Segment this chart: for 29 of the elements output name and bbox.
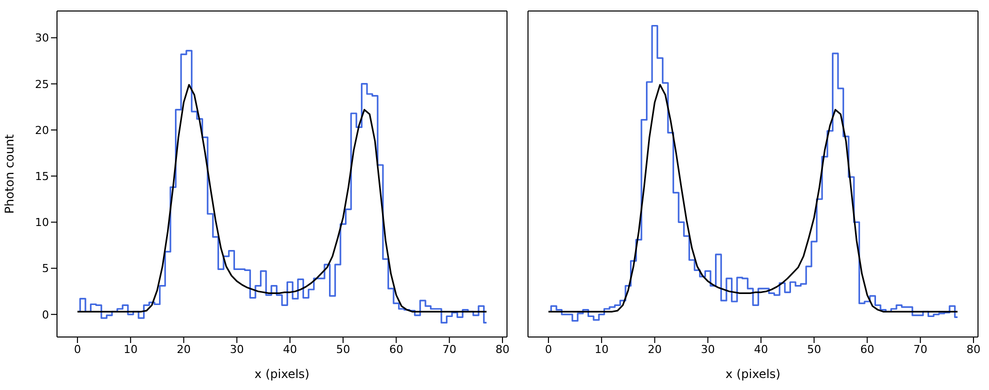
x-tick-label: 30: [230, 342, 244, 356]
x-tick-label: 60: [860, 342, 874, 356]
x-tick-label: 20: [648, 342, 662, 356]
x-tick-label: 80: [966, 342, 980, 356]
x-axis-title: x (pixels): [254, 367, 310, 381]
x-tick-label: 10: [594, 342, 609, 356]
x-tick-label: 40: [754, 342, 768, 356]
y-axis-title: Photon count: [2, 134, 16, 214]
y-tick-label: 0: [42, 308, 49, 322]
y-tick-label: 25: [35, 78, 49, 91]
y-tick-label: 20: [35, 124, 49, 137]
y-tick-label: 10: [35, 216, 49, 230]
x-tick-label: 70: [442, 342, 456, 356]
x-tick-label: 0: [74, 342, 81, 356]
x-tick-label: 70: [913, 342, 928, 356]
y-tick-label: 30: [35, 32, 49, 45]
y-tick-label: 5: [42, 262, 49, 276]
x-tick-label: 50: [336, 342, 350, 356]
x-tick-label: 30: [700, 342, 715, 356]
x-tick-label: 20: [176, 342, 191, 356]
x-tick-label: 50: [807, 342, 822, 356]
x-tick-label: 10: [124, 342, 138, 356]
x-tick-label: 40: [282, 342, 297, 356]
x-tick-label: 80: [495, 342, 510, 356]
x-tick-label: 60: [389, 342, 404, 356]
y-tick-label: 15: [35, 170, 49, 183]
line-series: [76, 84, 488, 312]
x-tick-label: 0: [544, 342, 552, 356]
x-axis-title: x (pixels): [726, 367, 780, 381]
